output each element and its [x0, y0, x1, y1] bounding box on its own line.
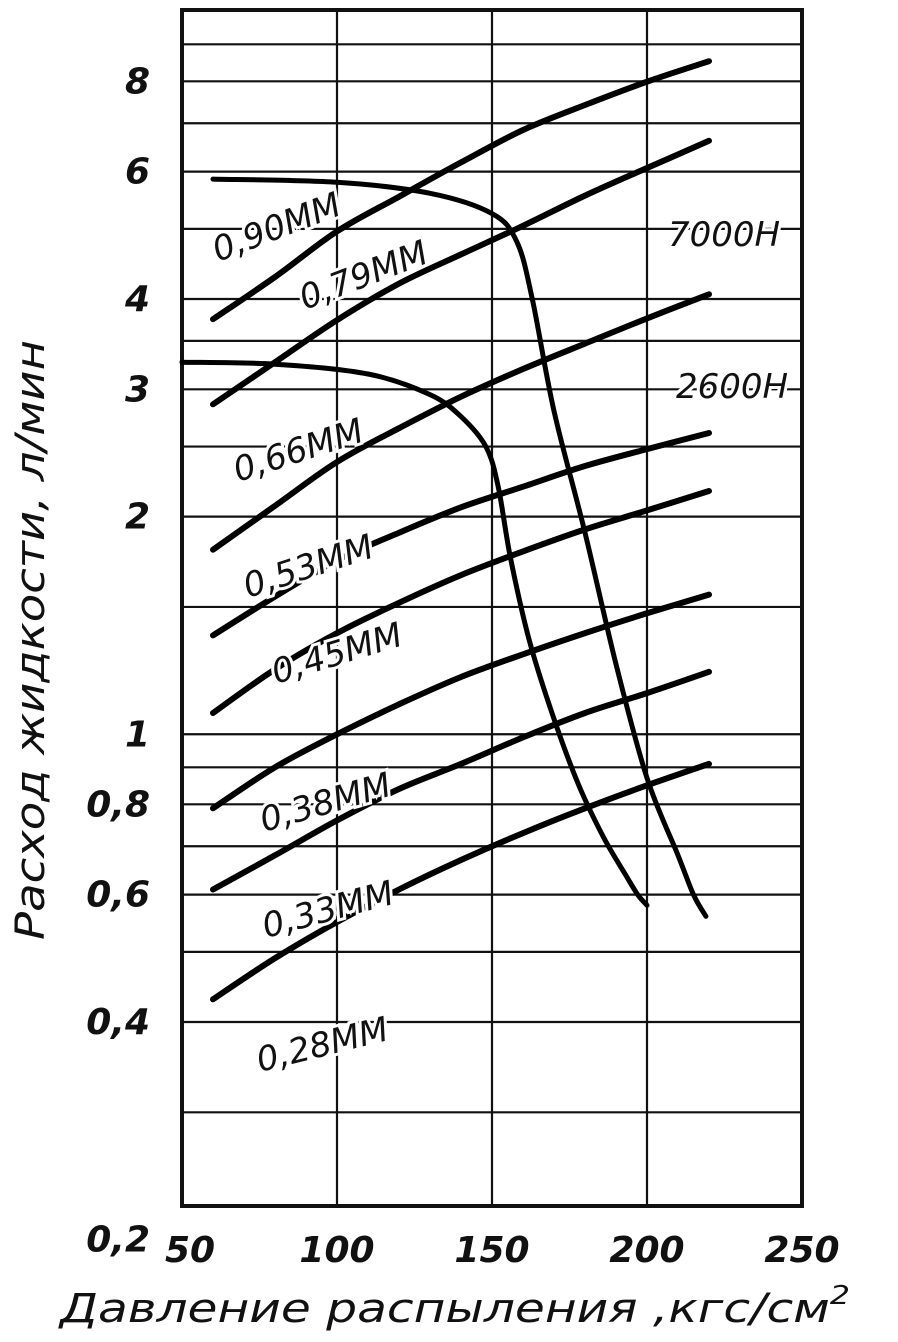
- series-line-3: [210, 430, 712, 639]
- series-label-0: 0,90ММ: [207, 185, 347, 270]
- x-tick-label: 250: [764, 1230, 839, 1271]
- y-tick-label: 3: [125, 369, 150, 410]
- limit-curve-1: [179, 359, 650, 908]
- x-tick-label: 50: [165, 1230, 215, 1271]
- y-tick-label: 2: [125, 497, 150, 538]
- limit-label-1: 2600Н: [676, 367, 788, 407]
- series-line-4: [210, 488, 712, 716]
- x-tick-label: 150: [454, 1230, 529, 1271]
- series-line-5: [210, 591, 712, 812]
- y-tick-label: 6: [125, 152, 150, 193]
- y-tick-label: 0,2: [86, 1220, 150, 1261]
- tick-labels: 0,2 0,4 0,6 0,8 1 2 3 4 6 8 50 100 150 200 250: [86, 61, 839, 1271]
- limit-curve-0: [210, 176, 709, 919]
- series-line-6: [210, 668, 712, 893]
- series-line-7: [210, 760, 712, 1003]
- curves: [179, 58, 712, 1003]
- y-tick-label: 0,6: [86, 875, 150, 916]
- y-tick-label: 0,8: [86, 784, 150, 825]
- series-label-3: 0,53ММ: [238, 527, 378, 607]
- x-axis-label: Давление распыления ,кгс/см 2: [58, 1281, 850, 1332]
- x-tick-label: 200: [609, 1230, 684, 1271]
- y-tick-label: 8: [125, 61, 150, 102]
- limit-label-0: 7000Н: [668, 215, 780, 255]
- x-tick-label: 100: [299, 1230, 374, 1271]
- grid: [180, 8, 804, 1208]
- y-axis-label: Расход жидкости, л/мин: [8, 340, 54, 940]
- series-label-2: 0,66ММ: [228, 411, 368, 491]
- y-tick-label: 0,4: [86, 1002, 150, 1043]
- x-axis-label-exponent: 2: [830, 1281, 850, 1311]
- series-line-1: [210, 137, 712, 408]
- series-line-2: [210, 291, 712, 553]
- y-tick-label: 4: [124, 279, 150, 320]
- series-label-7: 0,28ММ: [253, 1009, 393, 1080]
- series-line-0: [210, 58, 712, 323]
- series-label-6: 0,33ММ: [258, 873, 398, 946]
- x-axis-label-text: Давление распыления ,кгс/см: [58, 1286, 830, 1332]
- y-tick-label: 1: [125, 714, 150, 755]
